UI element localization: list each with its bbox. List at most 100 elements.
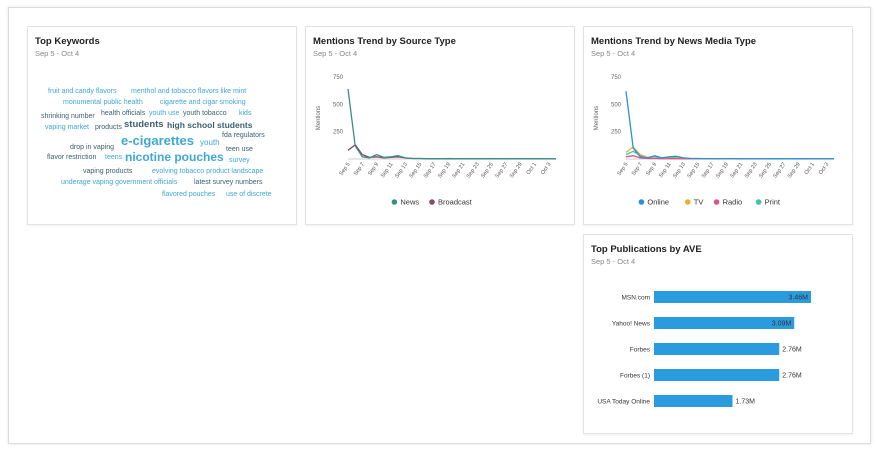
x-tick-label: Sep 9 [645,162,658,177]
x-tick-label: Sep 27 [495,162,510,180]
x-tick-label: Sep 15 [686,162,701,180]
x-tick-label: Sep 11 [658,162,673,179]
keyword[interactable]: flavored pouches [162,191,216,198]
legend-label: TV [694,198,704,207]
bar [654,395,733,407]
bar-value-label: 3.09M [772,321,792,328]
y-axis-label: Mentions [316,106,322,130]
bar [654,317,795,329]
keyword[interactable]: evolving tobacco product landscape [152,168,264,175]
bar [654,291,811,303]
keyword[interactable]: vaping market [45,124,89,131]
keyword[interactable]: fruit and candy flavors [48,88,117,95]
x-tick-label: Sep 17 [701,162,716,180]
keyword[interactable]: nicotine pouches [125,150,224,164]
keyword[interactable]: teens [105,154,123,161]
keyword[interactable]: youth use [149,110,180,117]
date-range: Sep 5 - Oct 4 [591,257,636,266]
y-tick-label: 250 [333,130,344,136]
y-tick-label: 500 [611,102,622,108]
keyword[interactable]: latest survey numbers [194,179,263,186]
x-tick-label: Oct 3 [540,162,552,176]
bar-category-label: USA Today Online [597,399,650,406]
x-tick-label: Sep 11 [380,162,395,179]
bar-value-label: 1.73M [736,399,756,406]
keyword[interactable]: flavor restriction [47,154,97,161]
card-title: Top Publications by AVE [591,244,702,255]
keyword[interactable]: survey [229,157,250,164]
x-tick-label: Sep 17 [423,162,438,180]
keyword[interactable]: cigarette and cigar smoking [160,99,246,106]
legend-marker [429,199,435,205]
legend-label: Broadcast [438,198,473,207]
keyword[interactable]: fda regulators [222,132,265,139]
x-tick-label: Oct 1 [526,162,538,176]
legend-label: Radio [723,198,743,207]
keyword[interactable]: monumental public health [63,99,143,106]
x-tick-label: Sep 21 [729,162,744,180]
keyword[interactable]: youth tobacco [183,110,227,117]
keyword[interactable]: vaping products [83,168,133,175]
card-title: Mentions Trend by News Media Type [591,36,757,47]
series-line-print [625,150,834,160]
legend-marker [638,199,645,205]
y-axis-label: Mentions [594,106,600,130]
x-tick-label: Sep 15 [408,162,423,180]
keyword[interactable]: kids [239,110,252,117]
keyword[interactable]: health officials [101,110,146,117]
top-keywords-card: Top Keywords Sep 5 - Oct 4 fruit and can… [27,26,297,225]
bar-value-label: 2.76M [782,347,802,354]
x-tick-label: Oct 3 [818,162,830,176]
bar-value-label: 2.76M [782,373,802,380]
x-tick-label: Sep 9 [367,162,380,177]
x-tick-label: Sep 7 [353,162,366,177]
card-title: Top Keywords [35,36,100,47]
bar-category-label: Forbes [630,347,651,354]
x-tick-label: Sep 29 [787,162,802,180]
bar-category-label: MSN.com [621,295,650,302]
keyword[interactable]: shrinking number [41,113,95,120]
legend-marker [685,199,691,205]
x-tick-label: Sep 13 [394,162,409,180]
keyword[interactable]: youth [200,138,220,147]
legend-label: News [400,198,419,207]
keyword[interactable]: e-cigarettes [121,133,194,148]
legend-label: Online [647,198,669,207]
top-publications-chart[interactable]: MSN.com 3.46M Yahoo! News 3.09M Forbes 2.76M F… [584,235,852,433]
keyword[interactable]: teen use [226,146,253,153]
x-tick-label: Sep 25 [480,162,495,180]
keyword[interactable]: high school students [167,120,253,130]
media-trend-card: Mentions Trend by News Media Type Sep 5 … [583,26,853,225]
series-line-online [625,91,834,160]
x-tick-label: Sep 19 [437,162,452,180]
bar [654,369,780,381]
x-tick-label: Sep 13 [672,162,687,180]
top-publications-card: Top Publications by AVE Sep 5 - Oct 4 MS… [583,234,853,434]
y-tick-label: 750 [611,75,622,81]
x-tick-label: Sep 5 [338,162,351,177]
keyword[interactable]: drop in vaping [70,144,114,151]
x-tick-label: Sep 19 [715,162,730,180]
keyword[interactable]: students [124,119,164,130]
card-title: Mentions Trend by Source Type [313,36,456,47]
keyword[interactable]: underage vaping government officials [61,179,178,186]
series-line-broadcast [347,144,556,160]
keyword[interactable]: use of discrete [226,191,272,198]
date-range: Sep 5 - Oct 4 [313,49,358,58]
keyword[interactable]: menthol and tobacco flavors like mint [131,88,247,95]
legend-marker [713,199,720,205]
legend-marker [391,199,398,205]
legend-marker [755,199,762,205]
x-tick-label: Sep 7 [631,162,644,177]
x-tick-label: Oct 1 [804,162,816,176]
y-tick-label: 750 [333,75,344,81]
keyword[interactable]: products [95,124,122,131]
bar-category-label: Yahoo! News [612,321,651,328]
source-trend-card: Mentions Trend by Source Type Sep 5 - Oc… [305,26,575,225]
x-tick-label: Sep 23 [744,162,759,180]
x-tick-label: Sep 29 [509,162,524,180]
date-range: Sep 5 - Oct 4 [35,49,80,58]
x-tick-label: Sep 25 [758,162,773,180]
